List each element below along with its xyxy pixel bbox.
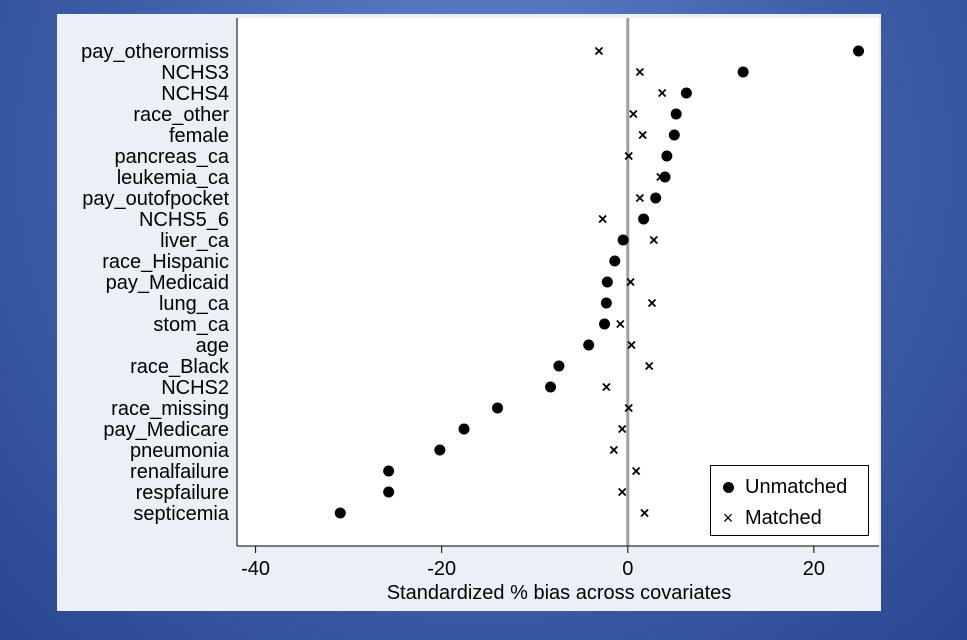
chart-panel: pay_otherormiss NCHS3 NCHS4 race_other femal… (57, 14, 881, 611)
unmatched-point (650, 192, 662, 204)
y-tick-label: NCHS3 (161, 62, 229, 84)
matched-point (658, 88, 667, 98)
unmatched-point (492, 402, 504, 414)
unmatched-point (638, 213, 650, 225)
marks-layer (334, 18, 865, 546)
y-tick-label: renalfailure (130, 461, 229, 483)
matched-point (629, 109, 638, 119)
y-tick-label: NCHS4 (161, 83, 229, 105)
unmatched-point (599, 318, 611, 330)
x-marker-icon: × (722, 507, 734, 528)
legend: Unmatched × Matched (710, 465, 869, 536)
y-tick-label: age (196, 335, 229, 357)
y-tick-label: pay_otherormiss (81, 41, 229, 63)
legend-item-unmatched: Unmatched (711, 473, 847, 501)
matched-point (632, 466, 641, 476)
dot-marker-icon (711, 477, 745, 498)
y-tick-label: female (169, 125, 229, 147)
matched-point (647, 298, 657, 308)
y-tick-label: stom_ca (153, 314, 229, 336)
matched-point (598, 214, 607, 224)
y-tick-labels: pay_otherormissNCHS3NCHS4race_otherfemal… (81, 41, 230, 525)
matched-point (635, 193, 645, 203)
y-tick-label: respfailure (136, 482, 229, 504)
matched-point (624, 403, 633, 413)
unmatched-point (601, 276, 613, 288)
unmatched-point (680, 87, 692, 99)
y-tick-label: lung_ca (159, 293, 230, 315)
y-tick-label: pay_outofpocket (82, 188, 229, 210)
unmatched-point (434, 444, 446, 456)
legend-label-unmatched: Unmatched (745, 475, 848, 498)
y-tick-label: liver_ca (160, 230, 230, 252)
unmatched-point (553, 360, 565, 372)
matched-point (602, 382, 611, 392)
y-tick-label: NCHS2 (161, 377, 229, 399)
unmatched-point (617, 234, 629, 246)
matched-point (594, 46, 604, 56)
matched-point (626, 277, 635, 287)
unmatched-point (737, 66, 749, 78)
unmatched-point (334, 507, 346, 519)
x-tick-label: 20 (803, 558, 825, 580)
unmatched-point (458, 423, 470, 435)
x-tick-label: -20 (427, 558, 456, 580)
matched-point (624, 151, 633, 161)
y-tick-label: septicemia (133, 503, 229, 525)
matched-point (649, 235, 658, 245)
y-tick-label: race_Hispanic (102, 251, 229, 273)
y-tick-label: race_Black (130, 356, 230, 378)
matched-point (638, 130, 647, 140)
matched-point (640, 508, 649, 518)
unmatched-point (383, 465, 395, 477)
matched-point (635, 67, 645, 77)
unmatched-point (545, 381, 557, 393)
unmatched-point (583, 339, 595, 351)
y-tick-label: pancreas_ca (114, 146, 229, 168)
y-tick-label: race_missing (111, 398, 229, 420)
matched-point (618, 487, 627, 497)
x-tick-label: 0 (622, 558, 633, 580)
y-tick-label: pay_Medicaid (106, 272, 229, 294)
matched-point (610, 256, 619, 266)
unmatched-point (661, 150, 673, 162)
matched-point (645, 361, 654, 371)
y-tick-label: race_other (133, 104, 229, 126)
matched-point (656, 172, 665, 182)
unmatched-point (853, 45, 865, 57)
plot-area (237, 18, 879, 546)
x-ticks: -40 -20 0 20 (241, 546, 825, 580)
y-tick-label: leukemia_ca (117, 167, 230, 189)
matched-point (609, 445, 618, 455)
unmatched-point (600, 297, 612, 309)
y-tick-label: NCHS5_6 (139, 209, 229, 231)
legend-item-matched: × Matched (711, 504, 822, 532)
y-tick-label: pneumonia (130, 440, 230, 462)
x-axis-label: Standardized % bias across covariates (387, 582, 732, 604)
x-tick-label: -40 (241, 558, 270, 580)
unmatched-point (668, 129, 680, 141)
chart-svg: pay_otherormissNCHS3NCHS4race_otherfemal… (81, 18, 879, 604)
matched-point (616, 319, 625, 329)
legend-label-matched: Matched (745, 506, 822, 529)
unmatched-point (670, 108, 682, 120)
unmatched-point (383, 486, 395, 498)
matched-point (618, 424, 627, 434)
matched-point (627, 340, 636, 350)
y-tick-label: pay_Medicare (103, 419, 229, 441)
